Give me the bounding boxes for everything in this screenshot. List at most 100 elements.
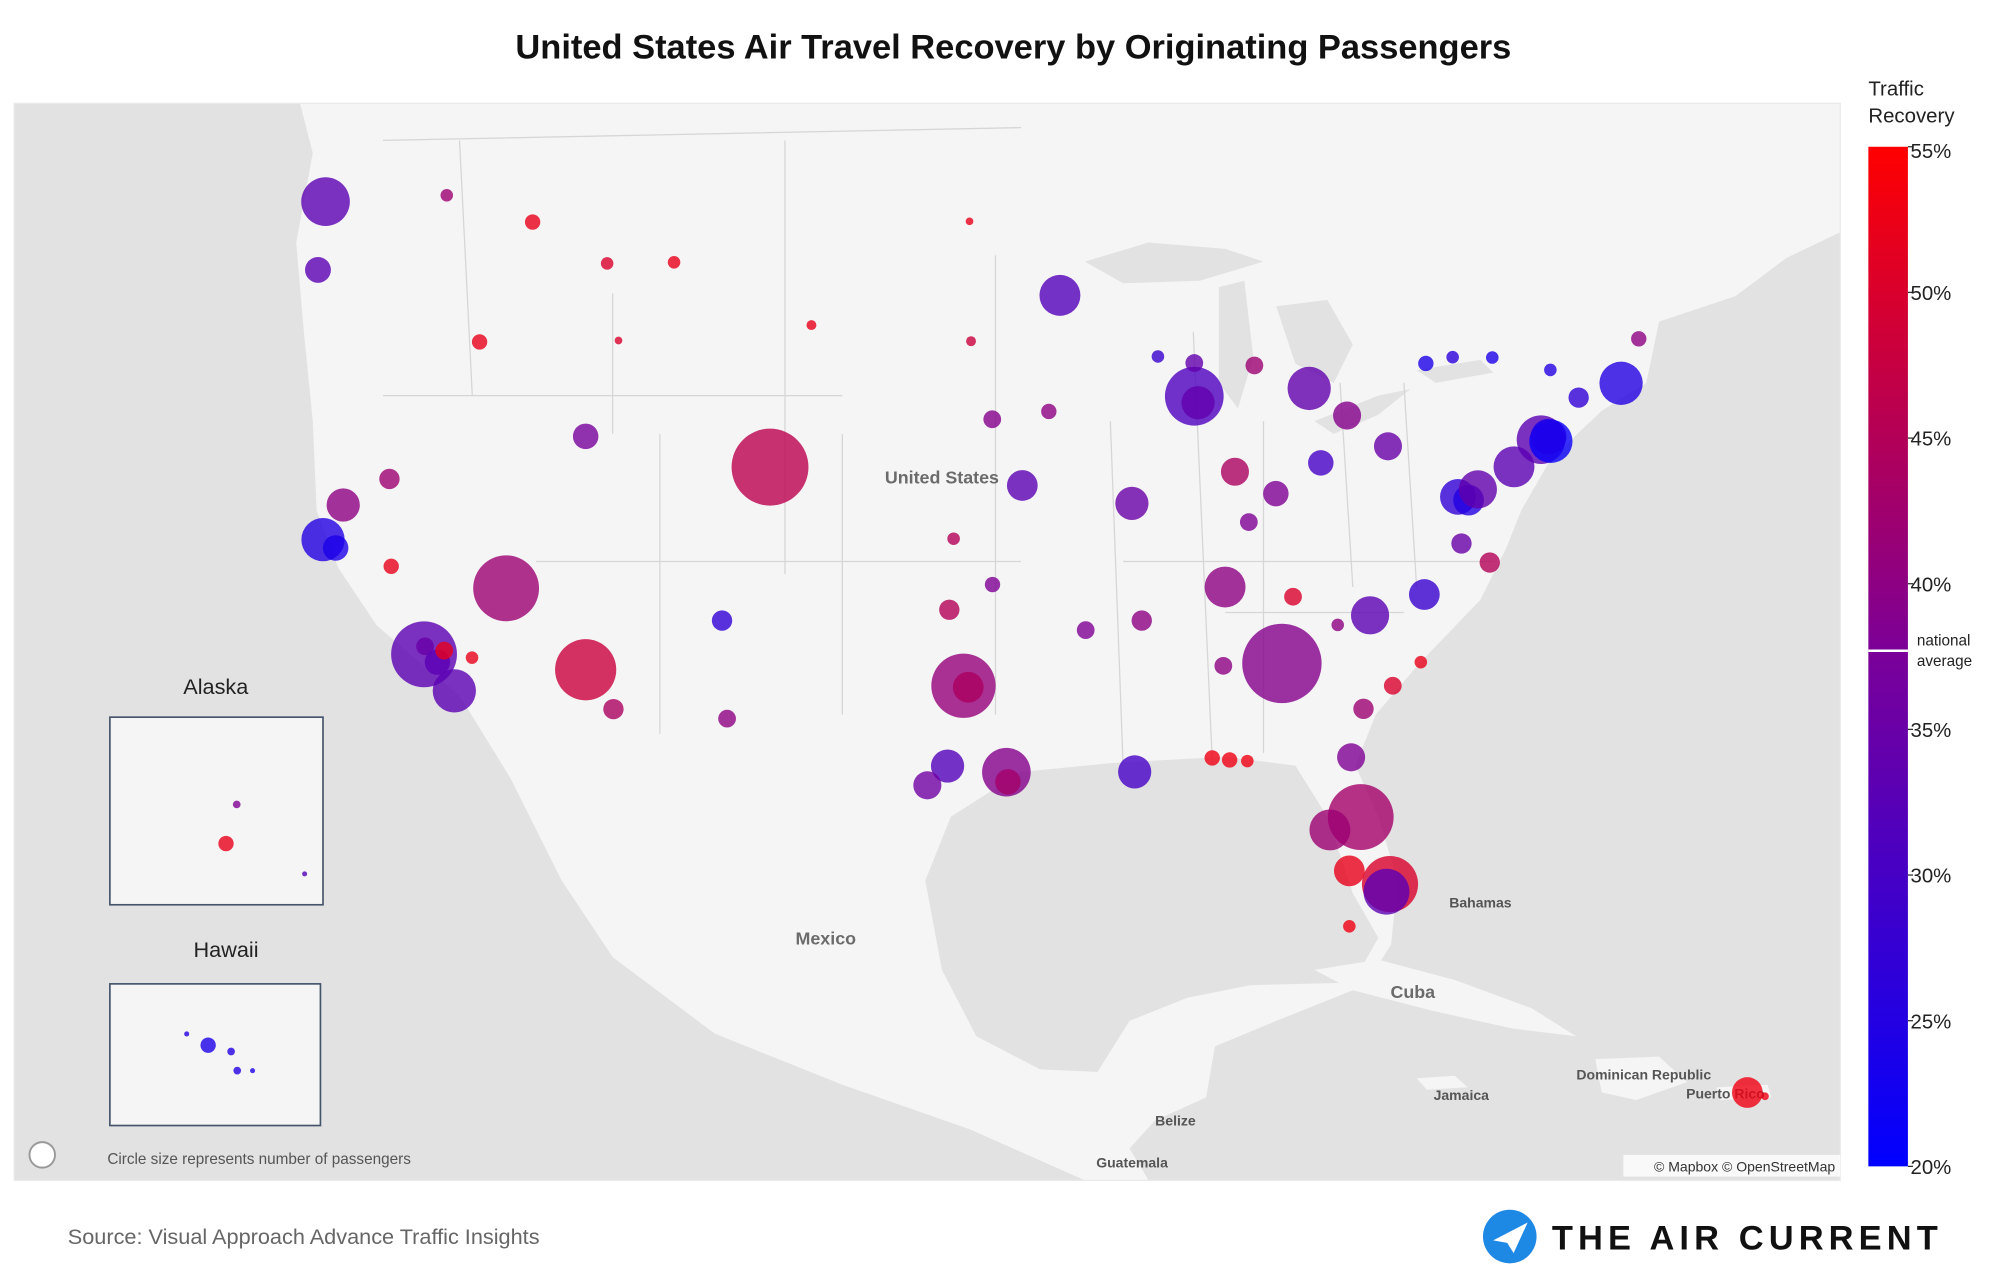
bubble — [1408, 579, 1440, 610]
legend-tick-label: 50% — [1910, 283, 1951, 305]
bubble — [1263, 480, 1289, 507]
brand-plane — [1493, 1222, 1528, 1254]
bubble — [1337, 743, 1366, 772]
bubble — [930, 749, 965, 783]
bubble — [1118, 755, 1152, 789]
bubble — [983, 410, 1002, 429]
bubble — [718, 709, 736, 728]
legend-tick-label: 20% — [1910, 1157, 1951, 1179]
bubble — [1458, 470, 1497, 509]
bubble — [939, 599, 960, 620]
bubble — [1568, 387, 1589, 408]
bubble — [1350, 596, 1390, 635]
bubble — [1530, 418, 1567, 455]
bubble — [1131, 610, 1152, 631]
bubble — [952, 671, 984, 703]
bubble — [383, 558, 399, 574]
bubble — [913, 771, 942, 800]
bubble — [301, 177, 350, 226]
bubble — [1204, 566, 1246, 608]
bubble — [711, 610, 733, 631]
bubble — [1479, 552, 1500, 573]
bubble — [1418, 355, 1434, 372]
bubble — [435, 641, 454, 660]
bubble — [1214, 656, 1233, 675]
bubble — [184, 1031, 190, 1037]
place-label: Cuba — [1390, 982, 1436, 1002]
bubble — [218, 835, 234, 852]
national-average-label: average — [1917, 653, 1972, 670]
legend: 55% 50% 45% 40% 35% 30% 25% 20% national average — [1868, 141, 1972, 1179]
brand: THE AIR CURRENT — [1552, 1219, 1943, 1257]
bubble — [614, 336, 623, 345]
bubble — [473, 555, 540, 622]
source: Source: Visual Approach Advance Traffic … — [68, 1224, 540, 1249]
attribution: © Mapbox © OpenStreetMap — [1654, 1158, 1835, 1174]
national-average-label: national — [1917, 633, 1971, 650]
bubble — [305, 256, 331, 283]
bubble — [1220, 457, 1249, 486]
bubble — [379, 468, 400, 490]
bubble — [1284, 587, 1302, 606]
map-frame — [13, 102, 1841, 1182]
bubble — [1486, 351, 1499, 364]
inset-frame — [109, 983, 322, 1127]
bubble — [326, 488, 360, 522]
bubble — [471, 334, 488, 350]
bubble — [1446, 350, 1459, 364]
bubble — [1287, 366, 1331, 411]
bubble — [1115, 486, 1149, 520]
bubble — [1221, 752, 1238, 768]
bubble — [465, 651, 479, 664]
legend-title: Recovery — [1868, 106, 1955, 128]
bubble — [1242, 623, 1322, 704]
place-label: Jamaica — [1434, 1087, 1490, 1103]
place-label: Mexico — [796, 928, 857, 948]
bubble — [806, 320, 817, 331]
legend-tick-label: 40% — [1910, 574, 1951, 596]
bubble — [1241, 754, 1254, 768]
bubble — [1331, 618, 1345, 632]
bubble — [984, 576, 1001, 593]
bubble — [1239, 513, 1258, 531]
bubble — [1343, 920, 1356, 933]
bubble — [440, 188, 454, 202]
bubble — [1544, 363, 1557, 377]
place-label: Bahamas — [1449, 894, 1512, 910]
bubble — [1333, 401, 1362, 430]
bubble — [1039, 274, 1081, 316]
bubble — [233, 1066, 242, 1075]
bubble — [1383, 676, 1402, 695]
bubble — [524, 214, 541, 230]
bubble — [416, 637, 434, 656]
bubble — [1731, 1077, 1763, 1108]
legend-tick-label: 55% — [1910, 141, 1951, 163]
mapbox-logo — [28, 1141, 56, 1169]
place-label: Guatemala — [1096, 1155, 1168, 1171]
bubble — [1245, 356, 1264, 375]
bubble — [603, 698, 624, 720]
bubble — [1006, 470, 1038, 501]
bubble — [1308, 450, 1334, 476]
bubble — [1204, 750, 1220, 766]
bubble — [1631, 331, 1647, 347]
bubble — [1761, 1092, 1769, 1101]
bubble — [302, 871, 308, 877]
inset-title: Hawaii — [193, 937, 258, 962]
legend-tick-label: 25% — [1910, 1011, 1951, 1033]
inset-title: Alaska — [183, 674, 249, 699]
bubble — [600, 257, 614, 270]
bubble — [1373, 432, 1403, 461]
place-label: Belize — [1155, 1113, 1196, 1129]
bubble — [1181, 386, 1215, 420]
legend-tick-label: 35% — [1910, 720, 1951, 742]
bubble — [731, 428, 809, 506]
size-note: Circle size represents number of passeng… — [107, 1151, 411, 1168]
bubble — [1309, 809, 1351, 851]
bubble — [250, 1068, 256, 1074]
bubble — [947, 532, 960, 545]
bubble — [555, 639, 617, 701]
bubble — [1041, 403, 1057, 420]
legend-tick-label: 30% — [1910, 866, 1951, 888]
